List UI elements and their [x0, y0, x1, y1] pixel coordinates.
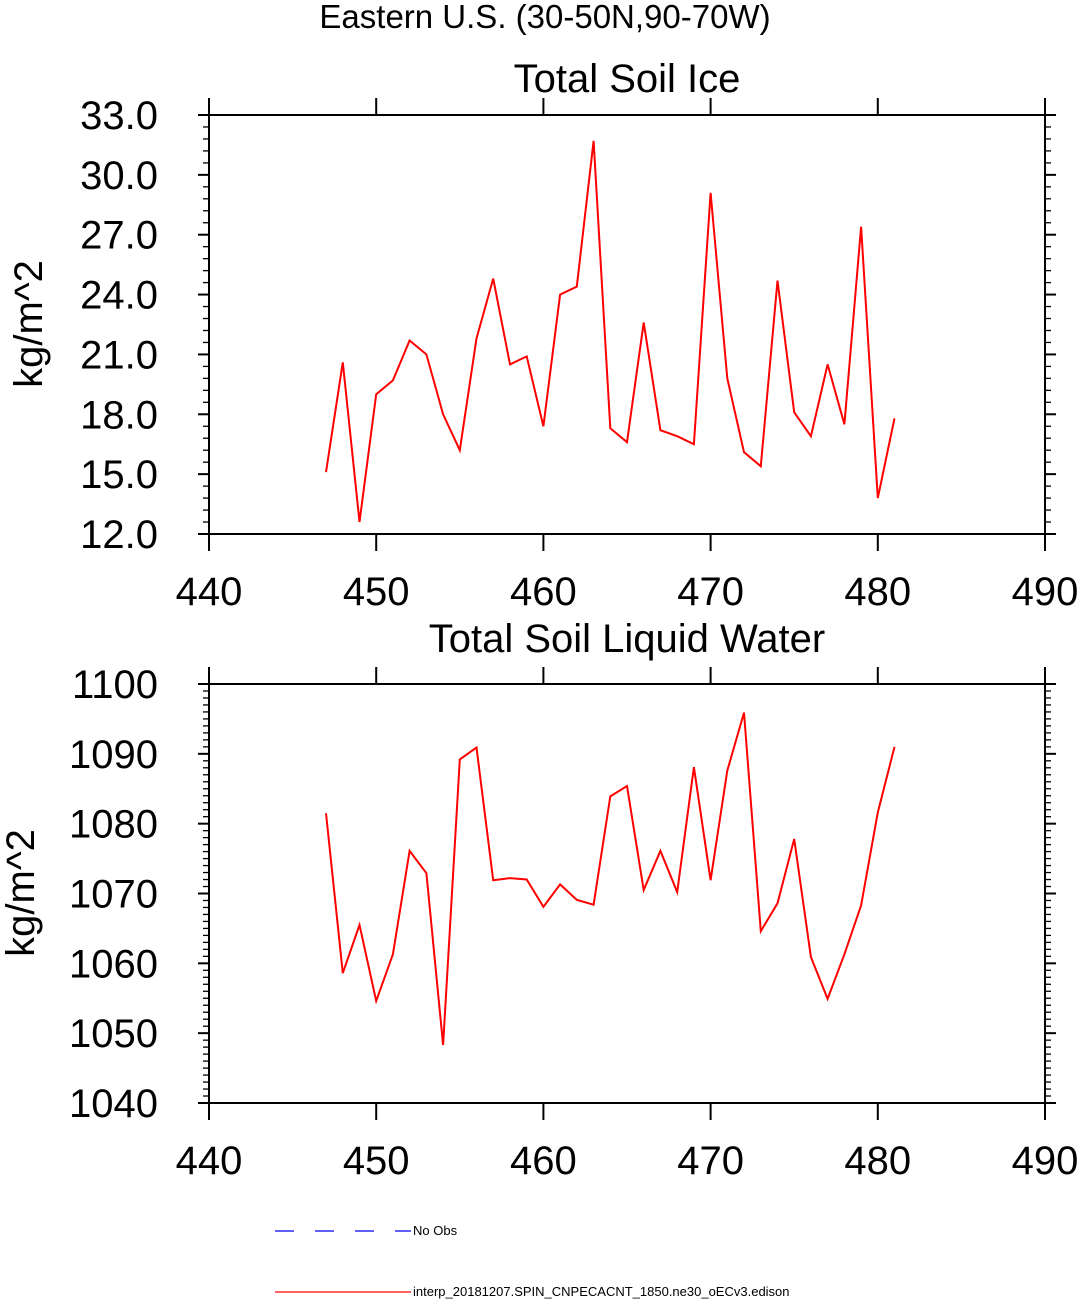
x-tick-label: 480 [844, 1139, 911, 1183]
y-axis-label-soil-ice: kg/m^2 [7, 260, 51, 388]
panel-soil-liquid-water: Total Soil Liquid Water kg/m^2 440 450 460… [0, 617, 1078, 1183]
plot-frame-soil-liquid-water [208, 683, 1046, 1104]
x-tick-label: 490 [1012, 570, 1079, 614]
tick-labels-soil-ice: 440 450 460 470 480 490 12.0 15.0 18.0 21.0 24.0 27… [80, 94, 1078, 614]
y-tick-label: 21.0 [80, 333, 158, 377]
y-tick-label: 30.0 [80, 154, 158, 198]
chart-title-soil-liquid-water: Total Soil Liquid Water [429, 617, 825, 661]
x-tick-label: 470 [677, 1139, 744, 1183]
y-tick-label: 27.0 [80, 214, 158, 258]
figure-suptitle: Eastern U.S. (30-50N,90-70W) [319, 0, 770, 35]
series-line-soil-ice [325, 140, 896, 523]
chart-title-soil-ice: Total Soil Ice [514, 57, 741, 101]
y-tick-label: 33.0 [80, 94, 158, 138]
x-tick-label: 440 [176, 1139, 243, 1183]
ticks-soil-ice [198, 98, 1056, 551]
x-tick-label: 470 [677, 570, 744, 614]
tick-labels-soil-liquid-water: 440 450 460 470 480 490 1040 1050 1060 1070 1080 10… [69, 663, 1078, 1183]
y-tick-label: 1070 [69, 873, 158, 917]
x-tick-label: 490 [1012, 1139, 1079, 1183]
legend-label-model: interp_20181207.SPIN_CNPECACNT_1850.ne30… [413, 1284, 790, 1299]
y-tick-label: 1090 [69, 733, 158, 777]
x-tick-label: 460 [510, 1139, 577, 1183]
x-tick-label: 450 [343, 570, 410, 614]
y-tick-label: 1040 [69, 1082, 158, 1126]
y-tick-label: 1100 [72, 663, 158, 707]
x-tick-label: 450 [343, 1139, 410, 1183]
ticks-soil-liquid-water [198, 667, 1056, 1120]
series-line-soil-liquid-water [325, 712, 896, 1046]
plot-frame-soil-ice [208, 114, 1046, 535]
legend-label-no-obs: No Obs [413, 1223, 458, 1238]
y-tick-label: 24.0 [80, 274, 158, 318]
x-tick-label: 480 [844, 570, 911, 614]
y-tick-label: 1080 [69, 803, 158, 847]
x-tick-label: 460 [510, 570, 577, 614]
y-axis-label-soil-liquid-water: kg/m^2 [0, 829, 43, 957]
y-tick-label: 12.0 [80, 513, 158, 557]
x-tick-label: 440 [176, 570, 243, 614]
y-tick-label: 15.0 [80, 453, 158, 497]
y-tick-label: 1050 [69, 1012, 158, 1056]
y-tick-label: 18.0 [80, 393, 158, 437]
legend: No Obs interp_20181207.SPIN_CNPECACNT_18… [275, 1223, 790, 1299]
panel-soil-ice: Total Soil Ice kg/m^2 440 450 460 470 480 490… [7, 57, 1078, 614]
y-tick-label: 1060 [69, 942, 158, 986]
